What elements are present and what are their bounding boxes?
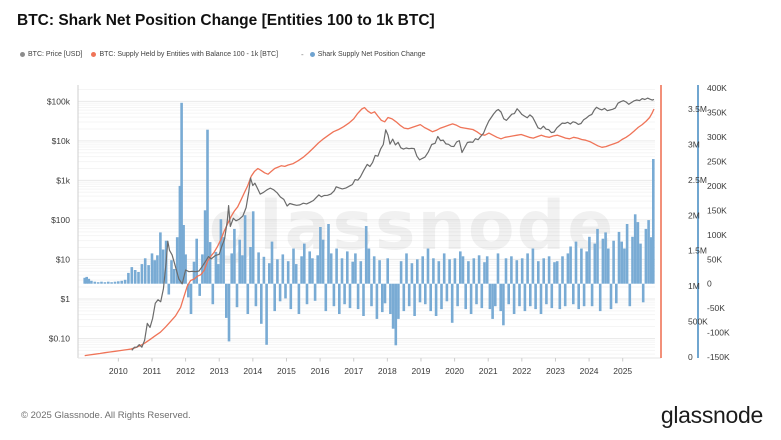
svg-text:2022: 2022 xyxy=(512,366,531,376)
svg-text:50K: 50K xyxy=(707,254,722,264)
svg-text:2020: 2020 xyxy=(445,366,464,376)
price-axis-labels: $100k $10k $1k $100 $10 $1 $0.10 xyxy=(47,96,71,343)
supply-line xyxy=(84,106,655,357)
svg-text:150K: 150K xyxy=(707,205,727,215)
legend-item-price-label: BTC: Price [USD] xyxy=(28,51,83,58)
svg-text:350K: 350K xyxy=(707,108,727,118)
svg-text:0: 0 xyxy=(707,279,712,289)
legend-item-supply[interactable]: BTC: Supply Held by Entities with Balanc… xyxy=(91,51,278,58)
svg-text:3.5M: 3.5M xyxy=(688,104,707,114)
svg-text:2018: 2018 xyxy=(378,366,397,376)
svg-text:$10: $10 xyxy=(56,254,70,264)
svg-text:3M: 3M xyxy=(688,139,700,149)
svg-text:2021: 2021 xyxy=(479,366,498,376)
svg-text:$10k: $10k xyxy=(52,136,71,146)
svg-text:2012: 2012 xyxy=(176,366,195,376)
chart-legend: BTC: Price [USD] BTC: Supply Held by Ent… xyxy=(20,50,435,59)
svg-text:0: 0 xyxy=(688,352,693,362)
legend-item-net-position[interactable]: Shark Supply Net Position Change xyxy=(309,51,426,58)
svg-text:2014: 2014 xyxy=(243,366,262,376)
svg-text:1.5M: 1.5M xyxy=(688,246,707,256)
svg-text:2010: 2010 xyxy=(109,366,128,376)
svg-text:2015: 2015 xyxy=(277,366,296,376)
net-axis-labels: 400K 350K 300K 250K 200K 150K 100K 50K 0 -50K -100… xyxy=(707,83,730,362)
svg-text:$1k: $1k xyxy=(56,175,70,185)
svg-text:-150K: -150K xyxy=(707,352,730,362)
svg-text:2019: 2019 xyxy=(412,366,431,376)
svg-text:300K: 300K xyxy=(707,132,727,142)
supply-axis-labels: 3.5M 3M 2.5M 2M 1.5M 1M 500K 0 xyxy=(688,104,708,362)
svg-text:400K: 400K xyxy=(707,83,727,93)
page-title: BTC: Shark Net Position Change [Entities… xyxy=(17,12,435,29)
svg-text:$0.10: $0.10 xyxy=(49,333,71,343)
svg-text:2013: 2013 xyxy=(210,366,229,376)
svg-text:$1: $1 xyxy=(61,294,71,304)
glassnode-logo[interactable]: glassnode xyxy=(660,402,763,428)
svg-text:1M: 1M xyxy=(688,281,700,291)
svg-text:2.5M: 2.5M xyxy=(688,175,707,185)
glassnode-watermark: glassnode xyxy=(209,187,616,266)
svg-text:2011: 2011 xyxy=(143,366,162,376)
svg-text:250K: 250K xyxy=(707,156,727,166)
price-legend-dot-icon xyxy=(20,52,25,57)
svg-text:2023: 2023 xyxy=(546,366,565,376)
gridlines xyxy=(78,89,655,355)
copyright-text: © 2025 Glassnode. All Rights Reserved. xyxy=(21,410,191,421)
supply-legend-dot-icon xyxy=(91,52,97,57)
legend-item-supply-label: BTC: Supply Held by Entities with Balanc… xyxy=(99,51,279,58)
svg-text:500K: 500K xyxy=(688,317,708,327)
svg-text:2017: 2017 xyxy=(344,366,363,376)
net-position-bars xyxy=(83,102,655,346)
svg-text:2016: 2016 xyxy=(311,366,330,376)
price-line xyxy=(131,97,655,351)
svg-text:100K: 100K xyxy=(707,230,727,240)
year-axis-labels: 2010 2011 2012 2013 2014 2015 2016 2017 2018 2019… xyxy=(109,358,632,376)
legend-item-net-position-label: Shark Supply Net Position Change xyxy=(317,51,426,58)
legend-item-price[interactable]: BTC: Price [USD] xyxy=(20,51,82,58)
svg-text:200K: 200K xyxy=(707,181,727,191)
axis-lines xyxy=(77,85,699,359)
svg-text:2024: 2024 xyxy=(580,366,599,376)
svg-text:2M: 2M xyxy=(688,210,700,220)
svg-text:-100K: -100K xyxy=(707,328,730,338)
svg-text:2025: 2025 xyxy=(613,366,632,376)
svg-text:$100: $100 xyxy=(51,215,70,225)
net-position-legend-dot-icon xyxy=(309,52,315,57)
svg-text:-50K: -50K xyxy=(707,303,725,313)
legend-separator: - xyxy=(301,50,304,59)
svg-text:$100k: $100k xyxy=(47,96,71,106)
